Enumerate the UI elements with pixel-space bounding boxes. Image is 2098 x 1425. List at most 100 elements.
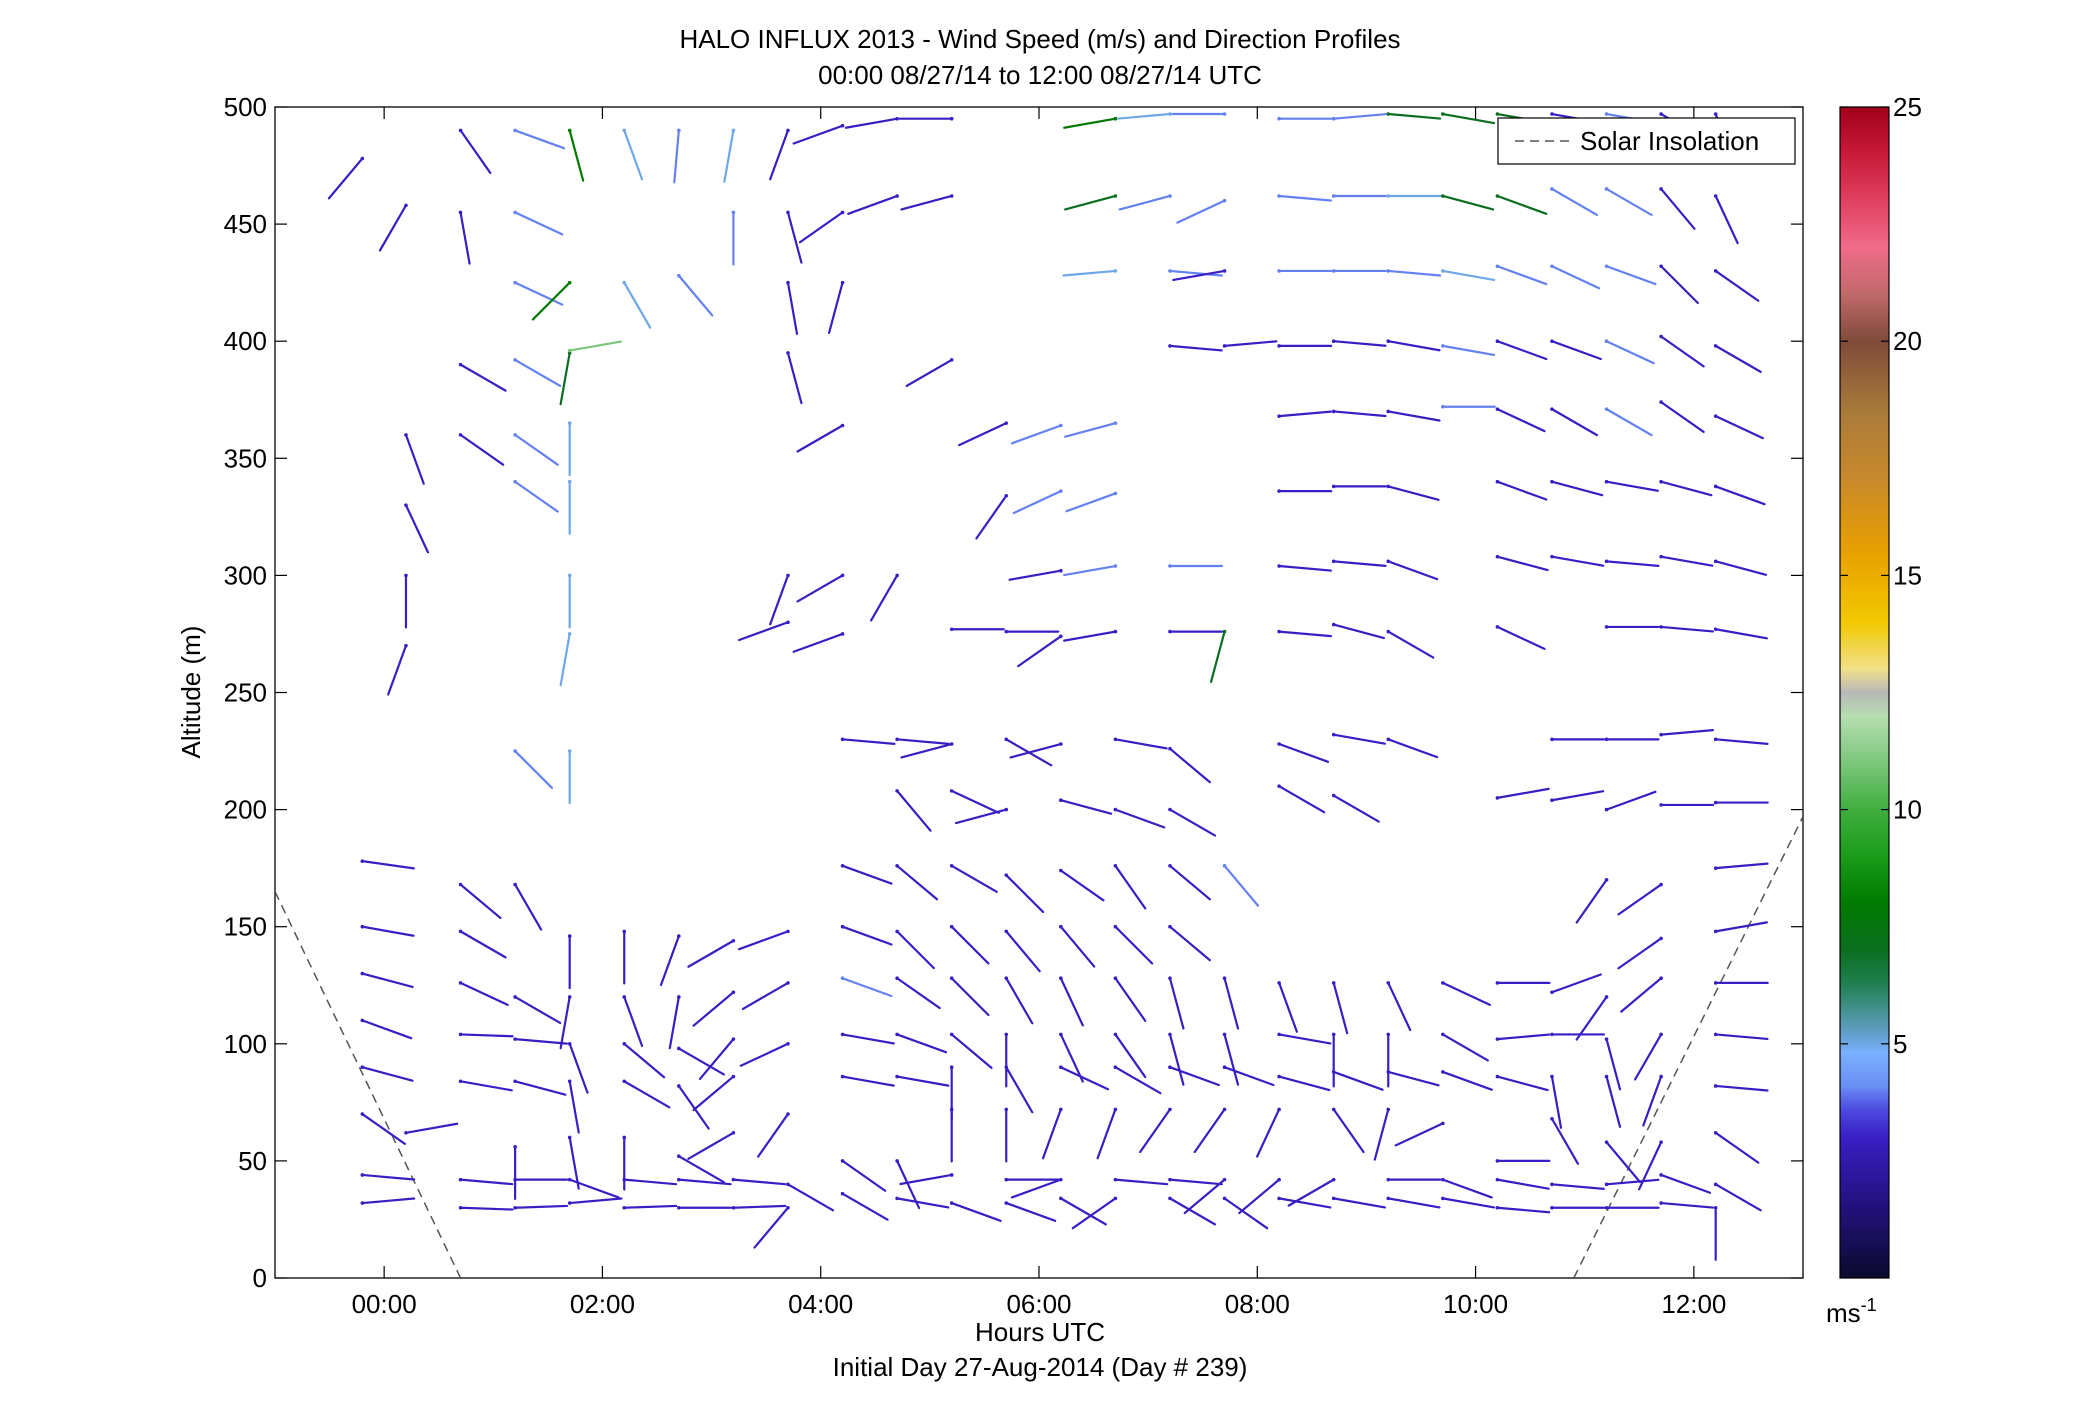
wind-vector-base [567,280,572,285]
wind-vector-base [567,995,572,999]
wind-vector [1063,564,1117,577]
wind-vector [753,1206,790,1249]
wind-vector [514,480,559,513]
wind-vector-base [949,864,954,868]
wind-vector [1496,265,1548,286]
wind-vector-base [677,1205,681,1210]
wind-vector-base [1222,269,1227,273]
wind-vector-base [404,573,408,578]
wind-vector [1063,630,1117,642]
wind-vector-base [513,280,517,285]
wind-vector [687,939,735,968]
wind-vector [1005,874,1045,914]
wind-vector-base [1386,1177,1391,1182]
wind-vector-base [1604,1205,1609,1210]
wind-vector-base [677,1177,681,1182]
wind-vector [841,1075,895,1087]
x-tick-label: 08:00 [1225,1289,1290,1319]
wind-vector [1064,422,1117,438]
wind-vector-base [1441,269,1445,273]
wind-vector-base [895,573,899,578]
wind-vector [1332,981,1349,1035]
solar-insolation-line [275,891,462,1278]
wind-vector [1714,1183,1762,1212]
wind-vector-base [1441,112,1445,116]
wind-vector [361,1066,414,1082]
wind-vector-base [895,1074,899,1079]
wind-vector-base [786,351,790,355]
wind-vector-base [1659,732,1663,737]
wind-vector [841,738,896,745]
wind-vector-base [622,1205,627,1210]
wind-vector-base [786,981,790,985]
wind-vector [459,129,492,175]
wind-vector [1278,564,1333,572]
wind-vector-base [1004,929,1009,934]
wind-vector [1041,1108,1062,1160]
wind-vector-base [840,924,845,929]
wind-vector [769,129,790,181]
wind-vector [1605,265,1657,286]
wind-vector [1550,265,1601,290]
wind-vector-base [1113,807,1118,812]
wind-vector [896,977,941,1010]
wind-vector-base [1604,1182,1609,1187]
wind-vector-base [731,938,736,943]
wind-vector [1209,630,1226,683]
wind-vector-base [677,1154,681,1159]
wind-vector [896,789,932,832]
wind-vector [1010,1178,1062,1199]
wind-vector [1168,1066,1220,1087]
wind-vector [559,632,571,687]
wind-vector-base [513,210,517,215]
wind-vector [896,1075,950,1087]
wind-vector-base [1495,479,1500,484]
wind-vector-base [1277,1177,1281,1182]
wind-vector-base [1277,344,1281,348]
x-tick-label: 10:00 [1443,1289,1508,1319]
wind-vector [1605,340,1655,365]
wind-vector [1441,1197,1496,1209]
wind-vector [1168,1033,1185,1086]
wind-vector [905,358,953,388]
wind-vector-base [622,1135,627,1140]
wind-vector-base [840,976,845,981]
y-axis-ticks: 0 50 100 150 200 250 300 350 400 450 500 [224,92,1803,1293]
wind-vector-base [360,1065,365,1070]
wind-vector [1059,799,1113,815]
wind-vector [459,1178,514,1186]
y-tick-label: 450 [224,209,267,239]
wind-vector-base [1495,1159,1500,1163]
wind-vector [1660,335,1705,368]
wind-vector-base [731,1177,736,1182]
wind-vector-base [1441,1196,1445,1201]
wind-vector-base [895,1159,899,1163]
wind-vector-base [622,929,627,934]
wind-vector-base [731,1037,736,1041]
wind-vector-base [1659,625,1663,629]
wind-vector-base [895,929,899,934]
wind-vector-base [1222,976,1227,981]
wind-vector-base [513,479,517,484]
wind-vector-base [840,210,845,215]
wind-vector [1714,862,1769,870]
wind-vector [1714,921,1768,933]
wind-vector [1008,569,1062,581]
wind-vector [1387,112,1442,120]
wind-vector-base [1168,864,1172,868]
wind-vector-base [1495,407,1500,411]
wind-vector [1332,623,1386,640]
colorbar-tick-label: 5 [1893,1029,1907,1059]
wind-vector [677,1155,725,1184]
wind-vector [796,574,844,603]
wind-vector [1660,1201,1715,1209]
wind-vector-base [458,1032,463,1037]
wind-vector [1332,1197,1386,1209]
wind-vector [841,977,893,998]
wind-vector-base [677,1046,681,1051]
wind-vector-base [840,1032,845,1037]
y-tick-label: 400 [224,326,267,356]
wind-vector-base [513,1079,517,1084]
wind-vector [950,789,1000,814]
wind-vector [459,363,507,392]
